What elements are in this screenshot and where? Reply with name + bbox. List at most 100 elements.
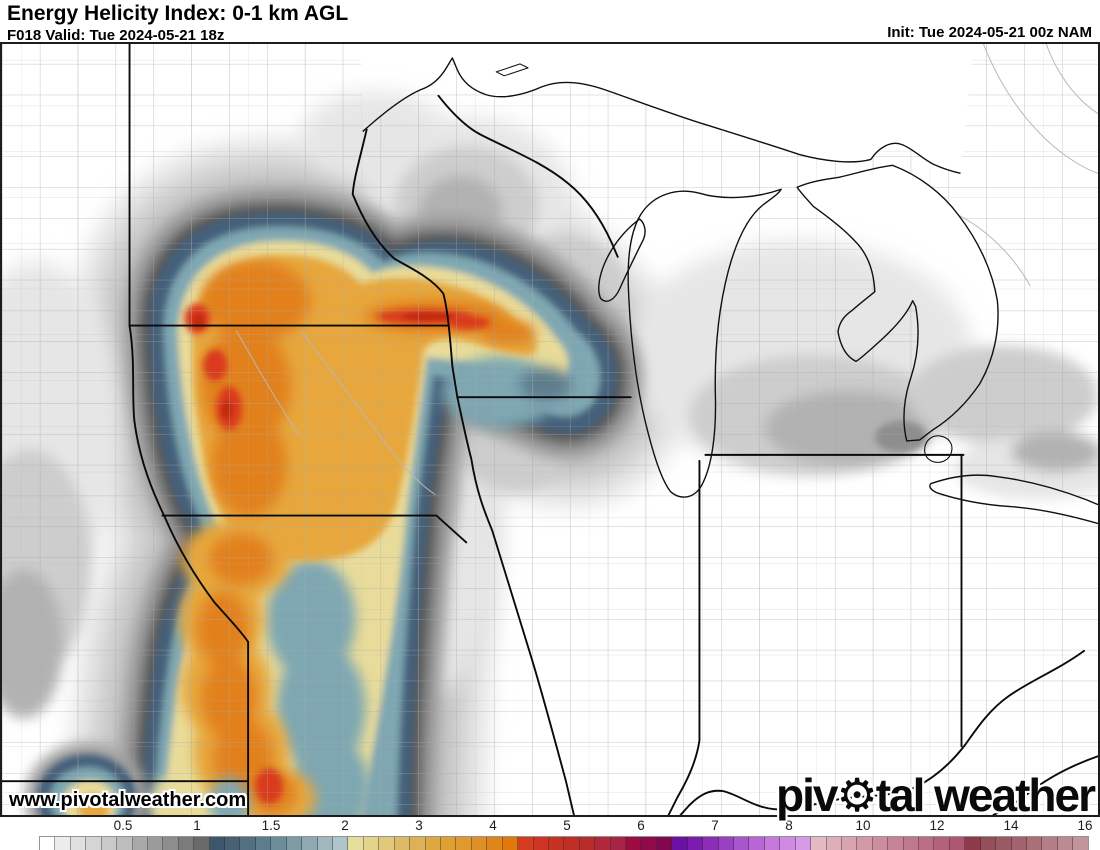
legend-cell: [317, 837, 334, 850]
isle-royale: [495, 63, 529, 77]
legend-cell: [718, 837, 734, 850]
green-bay-shore: [598, 218, 646, 302]
lake-erie-shore: [929, 474, 1098, 525]
init-time-label: Init: Tue 2024-05-21 00z NAM: [887, 24, 1092, 41]
legend-cell: [872, 837, 889, 850]
minor-lines: [235, 44, 1098, 496]
lake-huron-shore: [796, 164, 999, 442]
legend-cell: [610, 837, 627, 850]
legend-cell: [487, 837, 503, 850]
lake-michigan-shore: [627, 188, 782, 498]
legend-tick-0.5: 0.5: [113, 818, 133, 833]
legend-tick-16: 16: [1077, 818, 1093, 833]
legend-cell: [194, 837, 210, 850]
legend-tick-1: 1: [193, 818, 201, 833]
legend-cell: [502, 837, 519, 850]
legend-cell: [857, 837, 873, 850]
legend-cell: [919, 837, 935, 850]
legend-cell: [255, 837, 272, 850]
legend-cell: [811, 837, 827, 850]
legend-bar: [39, 836, 1089, 850]
legend-cell: [86, 837, 102, 850]
legend-cell: [70, 837, 87, 850]
legend-cell: [841, 837, 858, 850]
legend-cell: [240, 837, 256, 850]
legend-cell: [934, 837, 950, 850]
legend-tick-12: 12: [929, 818, 945, 833]
map-canvas: www.pivotalweather.com piv⚙tal weather: [0, 42, 1100, 821]
lake-st-clair-shore: [924, 435, 953, 463]
legend-tick-14: 14: [1003, 818, 1019, 833]
legend-cell: [548, 837, 565, 850]
legend-cell: [1073, 837, 1088, 850]
brand-prefix: piv: [775, 769, 838, 822]
legend-tick-5: 5: [563, 818, 571, 833]
legend-cell: [471, 837, 488, 850]
legend-cell: [903, 837, 920, 850]
legend-cell: [733, 837, 750, 850]
color-scale-legend: 0.5 1 1.5 2 3 4 5 6 7 8 10 12 14 16: [0, 817, 1100, 850]
map-svg: [2, 44, 1098, 815]
legend-cell: [40, 837, 56, 850]
legend-ticks: 0.5 1 1.5 2 3 4 5 6 7 8 10 12 14 16: [0, 817, 1100, 835]
legend-cell: [795, 837, 812, 850]
legend-cell: [687, 837, 704, 850]
legend-cell: [518, 837, 534, 850]
legend-cell: [117, 837, 133, 850]
legend-cell: [363, 837, 380, 850]
legend-tick-10: 10: [855, 818, 871, 833]
legend-cell: [703, 837, 719, 850]
legend-tick-4: 4: [489, 818, 497, 833]
legend-cell: [209, 837, 226, 850]
legend-cell: [55, 837, 71, 850]
legend-cell: [780, 837, 796, 850]
legend-tick-7: 7: [711, 818, 719, 833]
legend-cell: [286, 837, 303, 850]
legend-cell: [425, 837, 441, 850]
state-borders: [2, 44, 1098, 815]
legend-tick-6: 6: [637, 818, 645, 833]
legend-cell: [764, 837, 781, 850]
legend-cell: [348, 837, 364, 850]
legend-cell: [564, 837, 580, 850]
legend-cell: [163, 837, 179, 850]
watermark: www.pivotalweather.com: [9, 789, 247, 811]
brand-suffix: tal weather: [875, 769, 1096, 822]
legend-cell: [394, 837, 411, 850]
valid-time-label: F018 Valid: Tue 2024-05-21 18z: [7, 27, 225, 44]
legend-cell: [996, 837, 1012, 850]
gear-icon: ⚙: [836, 769, 877, 822]
county-grid: [2, 44, 1098, 815]
legend-cell: [271, 837, 287, 850]
legend-tick-1.5: 1.5: [261, 818, 281, 833]
legend-cell: [980, 837, 997, 850]
legend-cell: [147, 837, 164, 850]
legend-cell: [410, 837, 426, 850]
legend-cell: [456, 837, 472, 850]
legend-cell: [440, 837, 457, 850]
legend-cell: [888, 837, 904, 850]
legend-cell: [656, 837, 673, 850]
legend-cell: [1057, 837, 1074, 850]
brand-logo: piv⚙tal weather: [775, 769, 1096, 822]
legend-cell: [579, 837, 596, 850]
lake-outlines: [362, 57, 1098, 525]
legend-cell: [965, 837, 981, 850]
legend-cell: [1042, 837, 1058, 850]
legend-cell: [949, 837, 966, 850]
legend-tick-2: 2: [341, 818, 349, 833]
legend-cell: [1027, 837, 1043, 850]
legend-cell: [626, 837, 642, 850]
legend-cell: [132, 837, 148, 850]
legend-cell: [672, 837, 688, 850]
legend-cell: [178, 837, 195, 850]
legend-cell: [826, 837, 842, 850]
legend-cell: [225, 837, 241, 850]
legend-cell: [302, 837, 318, 850]
legend-cell: [1011, 837, 1027, 850]
legend-tick-8: 8: [785, 818, 793, 833]
legend-cell: [379, 837, 395, 850]
legend-cell: [641, 837, 657, 850]
legend-cell: [101, 837, 118, 850]
